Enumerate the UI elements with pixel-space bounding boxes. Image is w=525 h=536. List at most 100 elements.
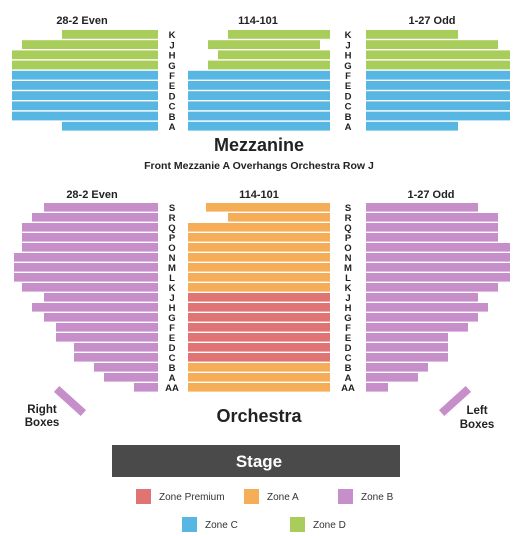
mezzanine-row-h-center[interactable] (218, 50, 330, 60)
orchestra-row-l-right[interactable] (366, 273, 510, 282)
orchestra-row-j-left[interactable] (44, 293, 158, 302)
orchestra-row-label-left: M (168, 263, 176, 274)
orchestra-row-m-right[interactable] (366, 263, 510, 272)
orchestra-row-o-right[interactable] (366, 243, 510, 252)
orchestra-row-n-left[interactable] (14, 253, 158, 262)
orchestra-row-a-center[interactable] (188, 373, 330, 382)
orchestra-row-j-right[interactable] (366, 293, 478, 302)
orchestra-row-a-right[interactable] (366, 373, 418, 382)
mezzanine-row-f-center[interactable] (188, 70, 330, 80)
orchestra-row-g-left[interactable] (44, 313, 158, 322)
orchestra-row-l-left[interactable] (14, 273, 158, 282)
orchestra-row-r-left[interactable] (32, 213, 158, 222)
right-boxes-label-line2: Boxes (25, 417, 60, 429)
orchestra-row-n-center[interactable] (188, 253, 330, 262)
mezzanine-row-label-left: G (168, 61, 175, 72)
orchestra-row-d-center[interactable] (188, 343, 330, 352)
mezzanine-row-g-left[interactable] (12, 60, 158, 70)
orchestra-row-s-right[interactable] (366, 203, 478, 212)
orchestra-row-k-left[interactable] (22, 283, 158, 292)
mezzanine-row-h-right[interactable] (366, 50, 510, 60)
orchestra-row-p-left[interactable] (22, 233, 158, 242)
orchestra-row-e-right[interactable] (366, 333, 448, 342)
orchestra-row-h-right[interactable] (366, 303, 488, 312)
mezzanine-row-a-right[interactable] (366, 121, 458, 131)
orchestra-row-g-center[interactable] (188, 313, 330, 322)
orchestra-row-aa-left[interactable] (134, 383, 158, 392)
orchestra-row-label-right: G (344, 313, 351, 324)
mezzanine-row-c-right[interactable] (366, 101, 510, 111)
orchestra-row-s-left[interactable] (44, 203, 158, 212)
orchestra-row-q-center[interactable] (188, 223, 330, 232)
orchestra-row-n-right[interactable] (366, 253, 510, 262)
orchestra-row-g-right[interactable] (366, 313, 478, 322)
orchestra-row-c-center[interactable] (188, 353, 330, 362)
orchestra-row-label-left: F (169, 323, 175, 334)
orchestra-row-c-left[interactable] (74, 353, 158, 362)
orchestra-row-r-center[interactable] (228, 213, 330, 222)
orchestra-row-aa-right[interactable] (366, 383, 388, 392)
orchestra-row-r-right[interactable] (366, 213, 498, 222)
orchestra-row-o-left[interactable] (22, 243, 158, 252)
orchestra-row-e-left[interactable] (56, 333, 158, 342)
orchestra-row-b-center[interactable] (188, 363, 330, 372)
orchestra-row-h-left[interactable] (32, 303, 158, 312)
mezzanine-row-d-left[interactable] (12, 91, 158, 100)
mezzanine-row-d-right[interactable] (366, 91, 510, 100)
mezzanine-row-e-left[interactable] (12, 81, 158, 90)
mezzanine-row-e-center[interactable] (188, 81, 330, 90)
orchestra-row-k-center[interactable] (188, 283, 330, 292)
left-boxes-seats[interactable] (438, 385, 472, 417)
orchestra-row-e-center[interactable] (188, 333, 330, 342)
orchestra-row-f-right[interactable] (366, 323, 468, 332)
mezzanine-row-k-left[interactable] (62, 30, 158, 39)
mezzanine-row-h-left[interactable] (12, 50, 158, 60)
orchestra-row-f-center[interactable] (188, 323, 330, 332)
orchestra-row-label-right: D (345, 343, 352, 354)
mezzanine-row-c-center[interactable] (188, 101, 330, 111)
orchestra-row-a-left[interactable] (104, 373, 158, 382)
orchestra-row-q-right[interactable] (366, 223, 498, 232)
orchestra-row-label-right: B (345, 363, 352, 374)
mezzanine-row-k-center[interactable] (228, 30, 330, 39)
mezzanine-row-j-center[interactable] (208, 40, 320, 49)
mezzanine-row-j-left[interactable] (22, 40, 158, 49)
orchestra-row-m-center[interactable] (188, 263, 330, 272)
orchestra-row-p-right[interactable] (366, 233, 498, 242)
mezzanine-row-g-right[interactable] (366, 60, 510, 70)
mezzanine-row-j-right[interactable] (366, 40, 498, 49)
mezzanine-row-b-center[interactable] (188, 111, 330, 121)
mezzanine-row-e-right[interactable] (366, 81, 510, 90)
mezzanine-row-a-left[interactable] (62, 121, 158, 131)
mezzanine-row-b-right[interactable] (366, 111, 510, 121)
orchestra-row-q-left[interactable] (22, 223, 158, 232)
orchestra-row-h-center[interactable] (188, 303, 330, 312)
mezzanine-row-a-center[interactable] (188, 121, 330, 131)
orchestra-row-s-center[interactable] (206, 203, 330, 212)
mezzanine-row-label-left: C (169, 102, 176, 113)
orchestra-row-d-right[interactable] (366, 343, 448, 352)
mezzanine-section: K KJ JH HG GF FE ED DC CB BA A (12, 30, 510, 133)
orchestra-row-b-right[interactable] (366, 363, 428, 372)
mezzanine-row-f-right[interactable] (366, 70, 510, 80)
mezzanine-row-c-left[interactable] (12, 101, 158, 111)
mezzanine-row-d-center[interactable] (188, 91, 330, 100)
orchestra-row-o-center[interactable] (188, 243, 330, 252)
orchestra-row-d-left[interactable] (74, 343, 158, 352)
orchestra-row-aa-center[interactable] (188, 383, 330, 392)
mezzanine-row-f-left[interactable] (12, 70, 158, 80)
mezzanine-row-g-center[interactable] (208, 60, 330, 70)
orchestra-row-c-right[interactable] (366, 353, 448, 362)
orchestra-row-f-left[interactable] (56, 323, 158, 332)
mezzanine-row-b-left[interactable] (12, 111, 158, 121)
orchestra-row-p-center[interactable] (188, 233, 330, 242)
legend-label: Zone D (313, 520, 346, 531)
orchestra-row-j-center[interactable] (188, 293, 330, 302)
mezzanine-row-k-right[interactable] (366, 30, 458, 39)
orchestra-row-m-left[interactable] (14, 263, 158, 272)
orchestra-row-k-right[interactable] (366, 283, 498, 292)
right-boxes-seats[interactable] (53, 385, 87, 417)
orchestra-row-l-center[interactable] (188, 273, 330, 282)
orchestra-row-b-left[interactable] (94, 363, 158, 372)
